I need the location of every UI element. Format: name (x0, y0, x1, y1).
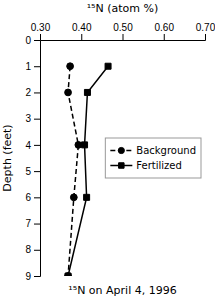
y-axis: 0 1 2 3 4 5 6 7 8 9 (25, 35, 40, 282)
tick: 3 (25, 113, 40, 124)
legend-marker (118, 147, 124, 153)
tick: 0.40 (72, 22, 92, 40)
tick-mark (34, 171, 40, 172)
tick-mark (34, 40, 40, 41)
tick-label: 9 (25, 271, 31, 282)
plot: 0.30 0.40 0.50 0.60 0.70 0 1 2 3 4 5 6 7 8 9 Background… (25, 22, 215, 282)
tick: 6 (25, 192, 40, 203)
point (65, 89, 72, 96)
tick-mark (34, 119, 40, 120)
tick-label: 0.70 (196, 22, 215, 33)
tick: 8 (25, 244, 40, 255)
tick: 4 (25, 140, 40, 151)
legend-item: Background (110, 145, 196, 156)
tick-label: 6 (25, 192, 31, 203)
point (65, 273, 71, 276)
tick-label: 0.30 (31, 22, 51, 33)
tick: 0.30 (31, 22, 51, 40)
x-axis: 0.30 0.40 0.50 0.60 0.70 (31, 22, 215, 41)
tick-label: 0.50 (113, 22, 133, 33)
y-axis-title: Depth (feet) (1, 124, 14, 191)
point (84, 89, 90, 95)
legend-label: Fertilized (136, 160, 181, 171)
tick-mark (205, 34, 206, 40)
tick-label: 3 (25, 113, 31, 124)
tick-mark (34, 92, 40, 93)
series-line (68, 66, 78, 276)
tick-mark (164, 34, 165, 40)
tick: 5 (25, 166, 40, 177)
point (65, 273, 72, 276)
tick-mark (34, 66, 40, 67)
tick-label: 7 (25, 218, 31, 229)
tick-label: 0.60 (155, 22, 175, 33)
legend-box (105, 138, 201, 178)
point (105, 63, 111, 69)
tick: 1 (25, 61, 40, 72)
point (67, 63, 74, 70)
tick-mark (123, 34, 124, 40)
tick-mark (34, 224, 40, 225)
marks (65, 63, 111, 276)
point (84, 194, 90, 200)
tick-label: 1 (25, 61, 31, 72)
tick: 7 (25, 218, 40, 229)
tick-label: 0 (25, 35, 31, 46)
chart: 0.30 0.40 0.50 0.60 0.70 0 1 2 3 4 5 6 7 8 9 Background… (0, 0, 215, 300)
point (82, 142, 88, 148)
tick: 9 (25, 271, 40, 282)
tick-mark (81, 34, 82, 40)
tick-label: 8 (25, 244, 31, 255)
tick: 0 (25, 35, 40, 46)
tick-label: 5 (25, 166, 31, 177)
x-axis-title: ¹⁵N (atom %) (87, 2, 159, 15)
legend: Background Fertilized (105, 138, 201, 178)
point (70, 194, 77, 201)
tick-label: 2 (25, 87, 31, 98)
tick-mark (34, 276, 40, 277)
tick-mark (40, 34, 41, 40)
axis-line (41, 34, 206, 41)
tick: 0.50 (113, 22, 133, 40)
legend-marker (119, 163, 124, 168)
tick: 2 (25, 87, 40, 98)
tick-label: 0.40 (72, 22, 92, 33)
legend-item: Fertilized (110, 160, 181, 171)
point (75, 142, 82, 149)
tick: 0.70 (196, 22, 215, 40)
legend-label: Background (136, 145, 196, 156)
series-line (68, 66, 108, 276)
tick-label: 4 (25, 140, 31, 151)
chart-container: 0.30 0.40 0.50 0.60 0.70 0 1 2 3 4 5 6 7 8 9 Background… (0, 0, 215, 300)
annotation: ¹⁵N on April 4, 1996 (68, 284, 176, 297)
axis-line (34, 41, 41, 277)
tick: 0.60 (155, 22, 175, 40)
tick-mark (34, 250, 40, 251)
tick-mark (34, 197, 40, 198)
tick-mark (34, 145, 40, 146)
